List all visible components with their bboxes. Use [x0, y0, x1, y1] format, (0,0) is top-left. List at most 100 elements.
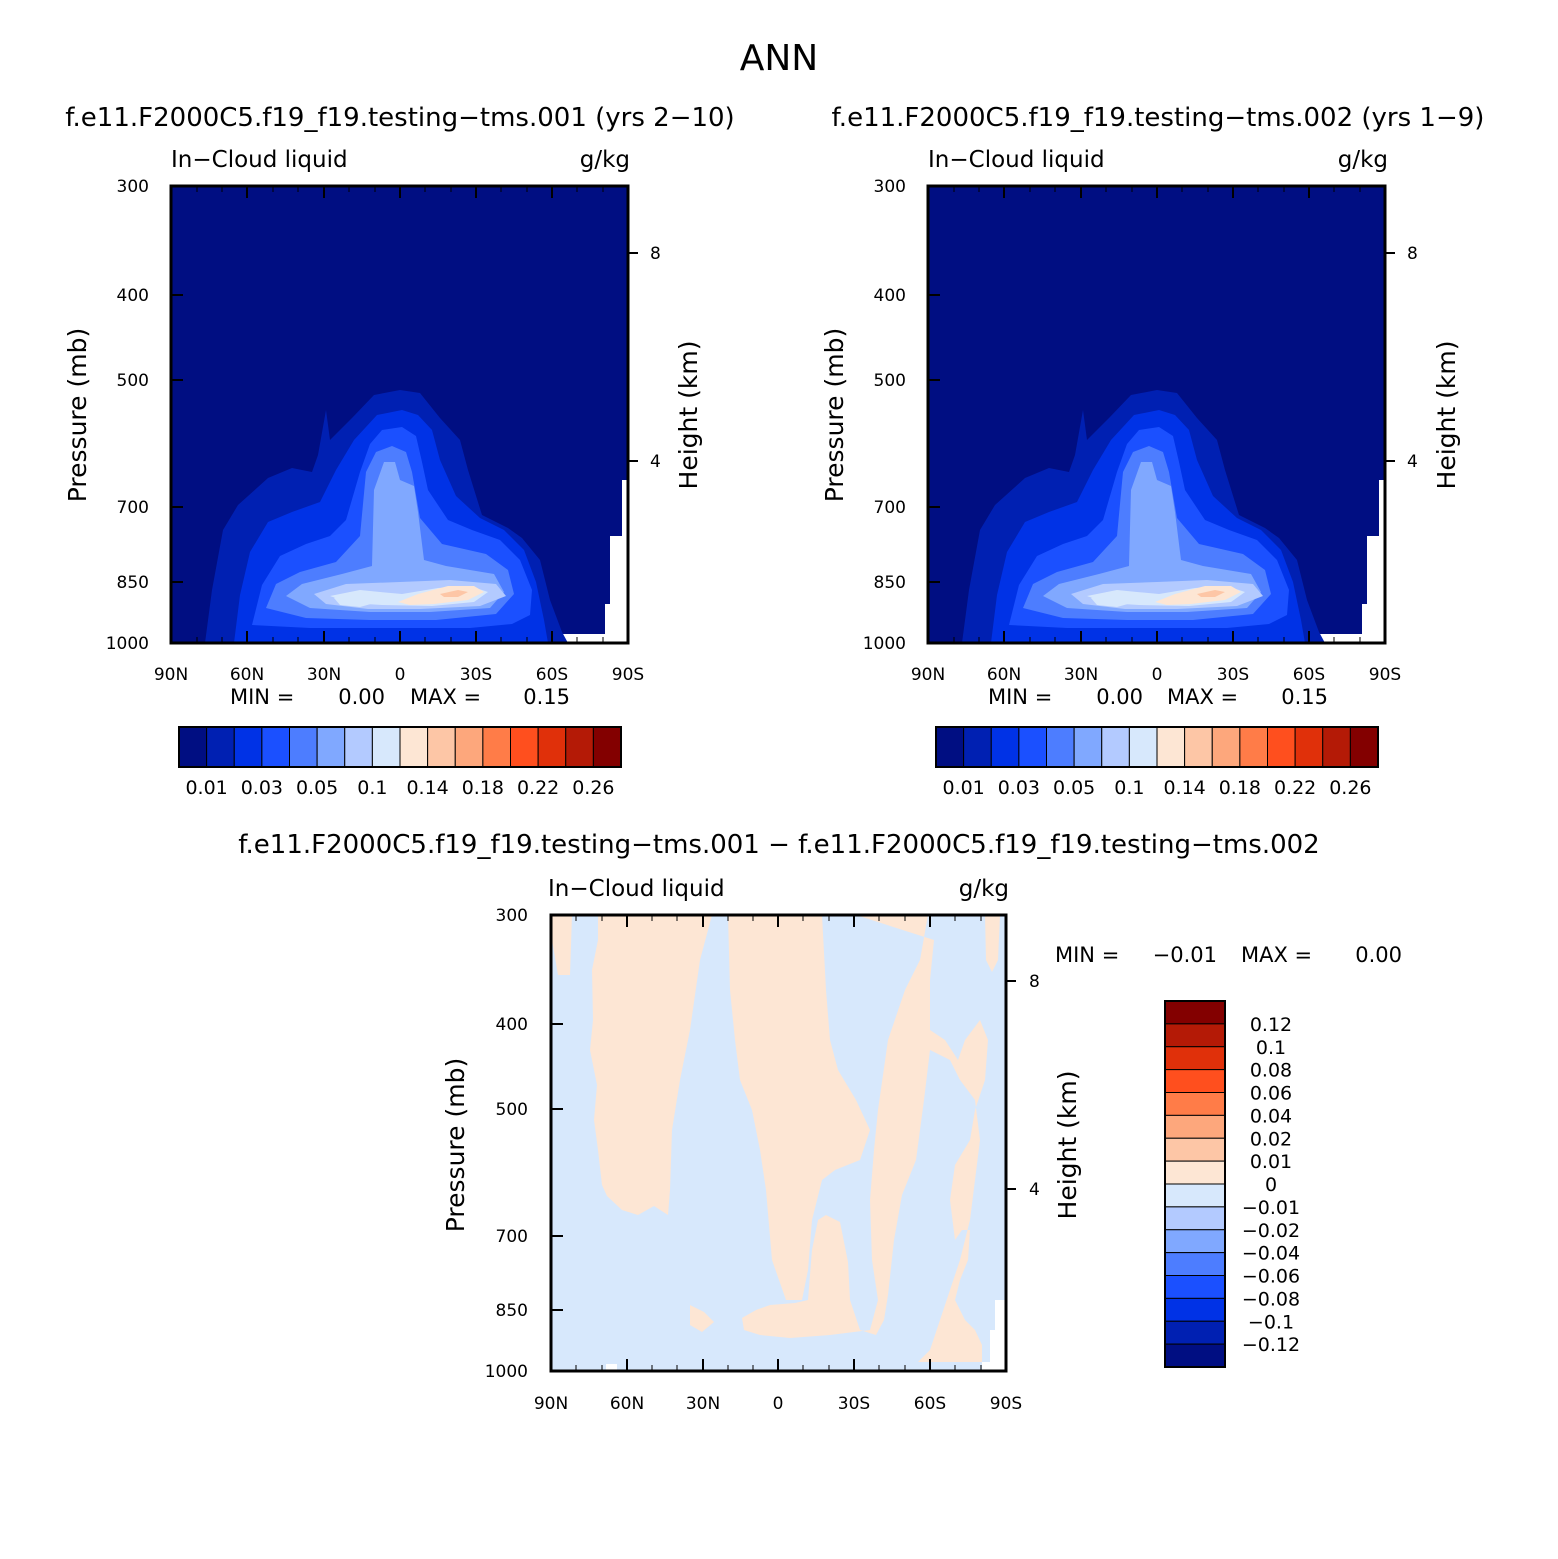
colorbar-swatch — [592, 726, 622, 768]
diff-height-label: 8 — [1029, 972, 1040, 992]
panel1-pressure-label: 850 — [117, 573, 149, 593]
panel2-min-value: 0.00 — [1096, 685, 1143, 709]
panel2-pressure-label: 300 — [874, 177, 906, 197]
panel2-variable-label: In−Cloud liquid — [928, 147, 1105, 173]
panel1-lat-label: 0 — [395, 665, 406, 685]
panel2-contour-field — [928, 186, 1385, 643]
panel1-variable-label: In−Cloud liquid — [171, 147, 348, 173]
panel1-lat-label: 90S — [612, 665, 644, 685]
panel1-missing-region — [528, 480, 628, 643]
panel2-height-label: 4 — [1407, 452, 1418, 472]
panel2-lat-ticks — [927, 186, 1361, 643]
panel1-height-label: 8 — [650, 244, 661, 264]
panel2-axes: 90N 60N 30N 0 30S 60S 90S 300 400 500 70… — [820, 177, 1461, 685]
panel1-lat-label: 60S — [536, 665, 568, 685]
colorbar-label: 0.01 — [185, 777, 227, 799]
colorbar-swatch — [1164, 1229, 1226, 1254]
colorbar-swatch — [1164, 1252, 1226, 1276]
colorbar-label: −0.02 — [1242, 1220, 1300, 1242]
panel1-lat-label: 30N — [307, 665, 341, 685]
diff-lat-label: 60N — [610, 1394, 644, 1414]
colorbar-swatch — [1018, 726, 1047, 768]
panel1-pressure-label: 300 — [117, 177, 149, 197]
colorbar-label: 0.14 — [1163, 777, 1205, 799]
colorbar-label: −0.1 — [1248, 1311, 1294, 1333]
colorbar-label: 0.26 — [572, 777, 614, 799]
colorbar-label: 0.05 — [296, 777, 338, 799]
colorbar-swatch — [1164, 1183, 1226, 1208]
diff-pos-band-eq — [728, 915, 870, 1300]
colorbar-swatch — [1239, 726, 1268, 768]
panel2-level-0.15 — [1197, 590, 1225, 597]
colorbar-swatch — [482, 726, 511, 768]
colorbar-swatch — [1164, 1206, 1226, 1231]
panel2-max-value: 0.15 — [1281, 685, 1328, 709]
colorbar-swatch — [1156, 726, 1186, 768]
diff-missing-right — [982, 1300, 1006, 1371]
colorbar-label: 0.1 — [1114, 777, 1144, 799]
colorbar-swatch — [1164, 1343, 1226, 1368]
colorbar-swatch — [454, 726, 484, 768]
panel1-colorbar: 0.01 0.03 0.05 0.1 0.14 0.18 0.22 0.26 — [178, 726, 622, 799]
colorbar-label: 0.22 — [1274, 777, 1316, 799]
colorbar-label: 0.06 — [1250, 1083, 1292, 1105]
panel1-lat-label: 90N — [154, 665, 188, 685]
colorbar-swatch — [289, 726, 318, 768]
panel2-level-0.075 — [1043, 462, 1261, 612]
colorbar-label: 0.18 — [462, 777, 504, 799]
colorbar-swatch — [344, 726, 373, 768]
diff-height-label: 4 — [1029, 1180, 1040, 1200]
colorbar-swatch — [1164, 1297, 1226, 1322]
diff-units-label: g/kg — [959, 876, 1009, 902]
colorbar-swatch — [1164, 1000, 1226, 1025]
panel1-lat-ticks — [170, 186, 629, 643]
colorbar-label: 0.03 — [998, 777, 1040, 799]
colorbar-swatch — [1267, 726, 1296, 768]
panel1-level-0.075 — [286, 462, 504, 612]
colorbar-label: 0.18 — [1219, 777, 1261, 799]
colorbar-swatch — [1164, 1023, 1226, 1048]
panel1-max-label: MAX = — [410, 685, 481, 709]
diff-lat-label: 30N — [686, 1394, 720, 1414]
colorbar-label: 0.1 — [1256, 1037, 1286, 1059]
diff-lat-label: 60S — [914, 1394, 946, 1414]
diff-pos-small-nh — [690, 1305, 714, 1332]
panel1-plot: In−Cloud liquid g/kg — [63, 147, 703, 799]
panel2-pressure-label: 1000 — [863, 634, 906, 654]
diff-plot: In−Cloud liquid g/kg — [441, 876, 1402, 1414]
diff-ylabel: Pressure (mb) — [441, 1058, 470, 1232]
colorbar-swatch — [178, 726, 208, 768]
colorbar-swatch — [935, 726, 965, 768]
panel1-ylabel: Pressure (mb) — [63, 328, 92, 502]
panel2-level-0.14 — [1155, 586, 1241, 605]
panel1-blue-core-left — [334, 592, 378, 607]
diff-pressure-label: 1000 — [485, 1362, 528, 1382]
colorbar-swatch — [1164, 1320, 1226, 1345]
colorbar-swatch — [963, 726, 992, 768]
panel1-title: f.e11.F2000C5.f19_f19.testing−tms.001 (y… — [65, 103, 734, 133]
colorbar-swatch — [427, 726, 456, 768]
diff-max-label: MAX = — [1241, 943, 1312, 967]
panel2-lat-label: 60N — [987, 665, 1021, 685]
colorbar-swatch — [1073, 726, 1103, 768]
colorbar-swatch — [1322, 726, 1351, 768]
diff-min-value: −0.01 — [1153, 943, 1217, 967]
colorbar-swatch — [261, 726, 290, 768]
panel1-lat-label: 60N — [230, 665, 264, 685]
diff-lat-label: 90S — [990, 1394, 1022, 1414]
diff-pressure-ticks — [551, 914, 1016, 1311]
colorbar-label: −0.12 — [1242, 1334, 1300, 1356]
colorbar-label: 0.26 — [1329, 777, 1371, 799]
panel2-lat-label: 30N — [1064, 665, 1098, 685]
panel1-axes: 90N 60N 30N 0 30S 60S 90S 300 400 500 70… — [63, 177, 703, 685]
panel2-title: f.e11.F2000C5.f19_f19.testing−tms.002 (y… — [832, 103, 1485, 133]
diff-lat-label: 30S — [838, 1394, 870, 1414]
panel1-max-value: 0.15 — [523, 685, 570, 709]
colorbar-swatch — [1164, 1069, 1226, 1093]
panel1-min-label: MIN = — [230, 685, 294, 709]
diff-lat-ticks — [550, 915, 982, 1371]
panel2-pressure-label: 850 — [874, 573, 906, 593]
diff-pos-topright — [985, 915, 1000, 972]
